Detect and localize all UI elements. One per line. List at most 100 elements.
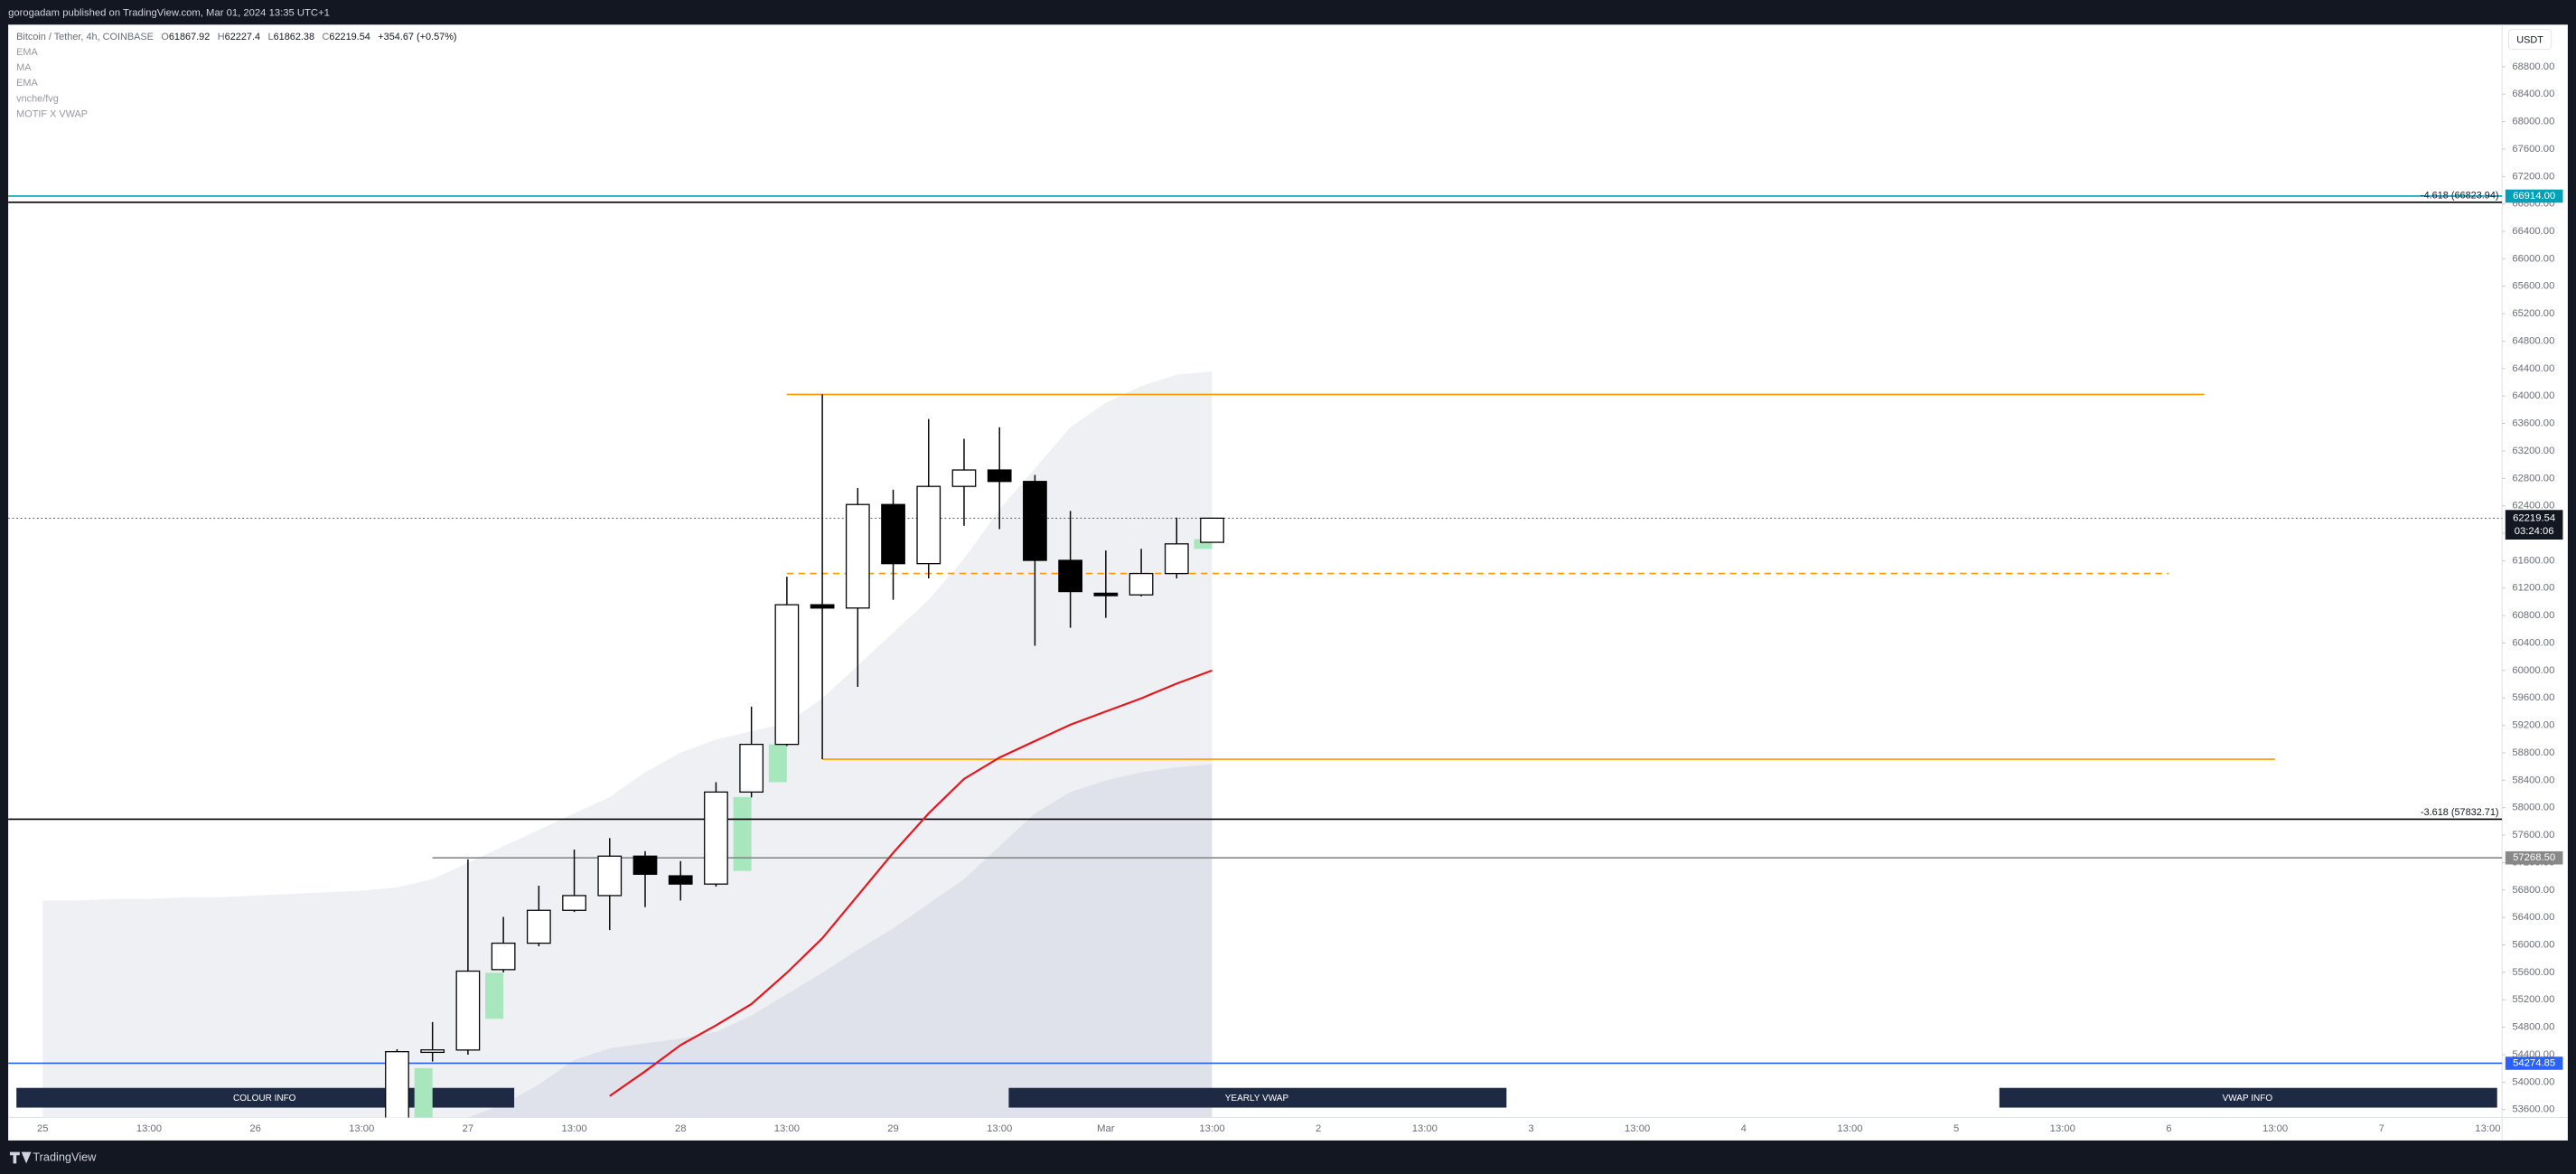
- indicator-label: MA: [16, 62, 32, 73]
- y-tick-label: 64400.00: [2512, 363, 2554, 374]
- candle-body: [1164, 543, 1189, 575]
- x-tick-label: 26: [249, 1123, 261, 1134]
- x-tick-label: 4: [1741, 1123, 1747, 1134]
- legend-part: Bitcoin / Tether, 4h, COINBASE: [16, 32, 154, 42]
- legend-part: 62227.4: [225, 32, 260, 42]
- candle-body: [491, 942, 516, 971]
- candle-body: [455, 970, 481, 1051]
- price-tag: [2505, 850, 2563, 865]
- overlay: -4.618 (66823.94) -3.618 (57832.71) 53600.…: [16, 32, 2563, 1134]
- level-text: -4.618 (66823.94): [2421, 190, 2499, 201]
- tradingview-logo: [9, 1151, 32, 1164]
- x-tick-label: 27: [463, 1123, 474, 1134]
- y-tick-label: 61600.00: [2512, 555, 2554, 566]
- candle-body: [845, 503, 870, 609]
- x-tick-label: 28: [675, 1123, 687, 1134]
- level-text: -3.618 (57832.71): [2421, 807, 2499, 818]
- indicator-label: EMA: [16, 47, 38, 58]
- y-tick-label: 68000.00: [2512, 117, 2554, 127]
- candle-body: [597, 855, 623, 897]
- y-tick-label: 68400.00: [2512, 89, 2554, 99]
- y-tick-label: 66000.00: [2512, 253, 2554, 264]
- y-tick-label: 58400.00: [2512, 775, 2554, 785]
- candle-body: [739, 743, 764, 794]
- candle-body: [526, 909, 551, 944]
- candle-body: [987, 469, 1012, 483]
- ema-line: [609, 669, 1213, 1097]
- info-button[interactable]: [1999, 1087, 2497, 1108]
- legend-main: Bitcoin / Tether, 4h, COINBASE O61867.92…: [16, 32, 456, 42]
- plot-area: COLOUR INFO YEARLY VWAP VWAP INFO: [8, 195, 2503, 1118]
- candle-body: [1058, 559, 1083, 593]
- indicator-label: EMA: [16, 78, 38, 89]
- y-tick-label: 53600.00: [2512, 1104, 2554, 1115]
- y-tick-label: 60400.00: [2512, 637, 2554, 648]
- candle-body: [385, 1051, 409, 1118]
- y-tick-label: 67600.00: [2512, 144, 2554, 155]
- x-tick-label: 25: [37, 1123, 49, 1134]
- info-button-label[interactable]: VWAP INFO: [2223, 1094, 2273, 1104]
- legend-part: 61867.92: [169, 32, 210, 42]
- x-tick-label: 13:00: [2262, 1123, 2288, 1134]
- y-tick-label: 64000.00: [2512, 390, 2554, 401]
- y-tick-label: 64800.00: [2512, 335, 2554, 346]
- x-tick-label: 13:00: [1625, 1123, 1650, 1134]
- x-tick-label: 13:00: [774, 1123, 800, 1134]
- fvg-zone: [768, 744, 787, 783]
- fvg-zone: [485, 972, 504, 1019]
- y-tick-label: 62400.00: [2512, 501, 2554, 512]
- candle-body: [1200, 517, 1224, 543]
- y-tick-label: 58800.00: [2512, 747, 2554, 758]
- candle-body: [951, 469, 977, 487]
- fvg-zone: [1194, 539, 1213, 549]
- y-tick-label: 67200.00: [2512, 171, 2554, 182]
- y-tick-label: 63200.00: [2512, 446, 2554, 456]
- x-tick-label: Mar: [1097, 1123, 1115, 1134]
- x-tick-label: 13:00: [2050, 1123, 2075, 1134]
- footer-brand: TradingView: [33, 1150, 97, 1163]
- candle-body: [1093, 592, 1119, 596]
- price-tag: [2505, 1057, 2563, 1070]
- y-tick-label: 60800.00: [2512, 610, 2554, 621]
- y-tick-label: 56800.00: [2512, 885, 2554, 896]
- x-tick-label: 3: [1528, 1123, 1533, 1134]
- y-tick-label: 65600.00: [2512, 281, 2554, 292]
- candle-body: [562, 895, 586, 911]
- candle-body: [632, 855, 658, 875]
- y-tick-label: 58000.00: [2512, 803, 2554, 813]
- y-tick-label: 56400.00: [2512, 912, 2554, 923]
- indicator-label: MOTIF X VWAP: [16, 108, 88, 119]
- candle-body: [1129, 572, 1154, 596]
- info-button-label[interactable]: COLOUR INFO: [233, 1094, 296, 1104]
- x-tick-label: 13:00: [1199, 1123, 1224, 1134]
- currency-button[interactable]: [2507, 29, 2553, 51]
- y-tick-label: 55600.00: [2512, 967, 2554, 978]
- price-tag-label: 66914.00: [2513, 191, 2555, 202]
- y-tick-label: 60000.00: [2512, 665, 2554, 676]
- y-tick-label: 56000.00: [2512, 940, 2554, 951]
- y-tick-label: 55200.00: [2512, 994, 2554, 1005]
- legend-part: 61862.38: [274, 32, 314, 42]
- currency[interactable]: USDT: [2516, 34, 2543, 45]
- x-tick-label: 29: [887, 1123, 899, 1134]
- legend-part: +354.67 (+0.57%): [378, 32, 456, 42]
- x-tick-label: 6: [2166, 1123, 2171, 1134]
- candle-body: [774, 604, 800, 746]
- legend-part: H: [218, 32, 225, 42]
- x-tick-label: 2: [1316, 1123, 1321, 1134]
- candle-body: [668, 875, 693, 885]
- legend-part: L: [268, 32, 274, 42]
- info-button[interactable]: [1008, 1087, 1507, 1108]
- x-tick-label: 13:00: [1837, 1123, 1862, 1134]
- y-tick-label: 65200.00: [2512, 308, 2554, 319]
- candle-body: [881, 503, 905, 565]
- info-button-label[interactable]: YEARLY VWAP: [1225, 1094, 1289, 1104]
- price-tag: [2505, 189, 2563, 203]
- y-tick-label: 61200.00: [2512, 583, 2554, 594]
- band-area-lower: [467, 764, 1213, 1118]
- candle-body: [420, 1049, 445, 1054]
- fvg-zone: [733, 796, 752, 871]
- y-tick-label: 66400.00: [2512, 226, 2554, 237]
- candle-body: [810, 604, 835, 609]
